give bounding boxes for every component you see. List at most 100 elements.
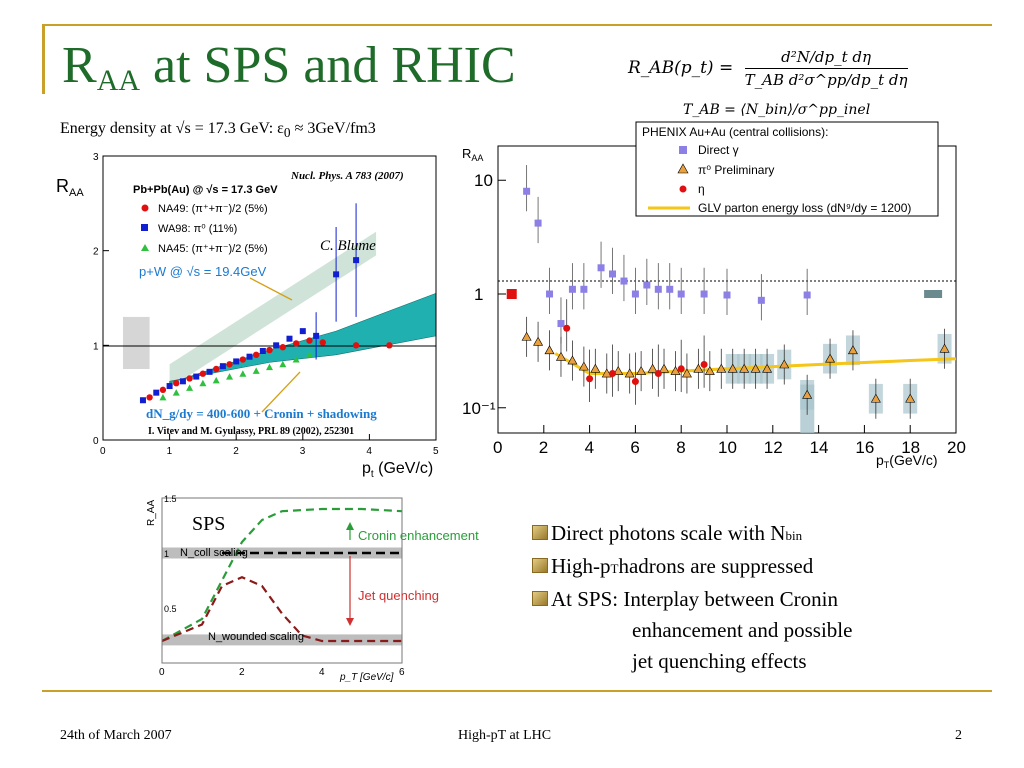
- na49-point: [386, 342, 393, 349]
- phenix-xlabel: pT(GeV/c): [876, 452, 938, 470]
- legend-label-eta: η: [698, 182, 705, 196]
- na49-point: [239, 356, 247, 363]
- footer-page-number: 2: [955, 728, 962, 743]
- footer-title: High-pT at LHC: [458, 728, 552, 743]
- sps-sketch-svg: R_AA SPS Cronin enhancement N_coll scali…: [146, 494, 479, 683]
- na49-point: [266, 346, 273, 354]
- wa98-point: [299, 328, 306, 335]
- phenix-xtick-label: 20: [947, 438, 966, 457]
- phenix-xtick-label: 14: [810, 438, 829, 457]
- sketch-xtick-label: 4: [319, 667, 325, 678]
- sketch-xtick-label: 0: [159, 667, 165, 678]
- na49-point: [146, 394, 153, 401]
- na49-point: [159, 386, 167, 394]
- sketch-label-jet: Jet quenching: [358, 588, 439, 603]
- eta-point: [609, 370, 616, 378]
- pi0-point: [624, 368, 635, 378]
- legend-label-na49: NA49: (π⁺+π⁻)/2 (5%): [158, 203, 268, 215]
- pi0-point: [870, 393, 881, 403]
- na45-point: [292, 356, 300, 363]
- direct-gamma-point: [723, 291, 731, 299]
- direct-gamma-point: [580, 285, 588, 293]
- bullet-continuation: enhancement and possible: [632, 618, 853, 642]
- direct-gamma-point: [523, 187, 531, 195]
- pi0-point: [601, 368, 612, 378]
- legend-marker-pi0: [677, 163, 689, 174]
- na49-point: [352, 342, 360, 349]
- pi0-point: [825, 353, 836, 363]
- pi0-point: [704, 365, 715, 375]
- na45-point: [305, 351, 313, 358]
- direct-gamma-point: [643, 281, 651, 289]
- sketch-ytick-label: 0.5: [164, 604, 177, 614]
- bullet-icon: [532, 591, 548, 606]
- phenix-xtick-label: 12: [764, 438, 783, 457]
- eta-point: [700, 361, 708, 369]
- sps-xtick-label: 4: [366, 446, 372, 457]
- sps-plot-frame: [102, 155, 437, 441]
- na45-point: [159, 393, 167, 401]
- sps-ytick-label: 1: [93, 341, 99, 352]
- bottom-accent-line: [42, 690, 992, 692]
- wa98-point: [139, 397, 146, 404]
- phenix-xtick-label: 0: [493, 438, 502, 457]
- eta-point: [631, 378, 639, 386]
- tab-formula: T_AB = ⟨N_bin⟩/σ^pp_inel: [683, 102, 871, 118]
- wa98-point: [219, 363, 226, 370]
- sps-ytick-label: 3: [93, 152, 99, 163]
- pi0-point: [762, 363, 773, 373]
- pi0-point: [636, 365, 647, 375]
- na45-point: [252, 367, 260, 374]
- left-accent-line: [42, 24, 45, 94]
- pi0-point: [727, 363, 738, 373]
- na49-point: [279, 344, 287, 351]
- raa-formula: R_AB(p_t) = d²N/dp_t dη T_AB d²σ^pp/dp_t …: [628, 48, 908, 89]
- normalization-box: [122, 316, 150, 369]
- legend-label-wa98: WA98: π⁰ (11%): [158, 223, 237, 235]
- phenix-ytick-label: 1: [474, 285, 483, 304]
- pi0-point: [659, 363, 670, 373]
- pi0-point: [647, 363, 658, 373]
- na49-point: [292, 340, 300, 347]
- phenix-ytick-label: 10: [474, 171, 493, 190]
- pi0-point: [847, 345, 858, 355]
- direct-gamma-point: [534, 219, 542, 227]
- sps-raa-plot: 0 1 2 3 4 5 0 1 2 3 RAA pt (GeV/c) Nucl. Phys. A …: [50, 150, 445, 485]
- phenix-legend-header: PHENIX Au+Au (central collisions):: [642, 125, 828, 139]
- footer-date: 24th of March 2007: [60, 728, 172, 743]
- wa98-point: [233, 358, 240, 365]
- wa98-point: [286, 335, 293, 342]
- sps-xtick-label: 5: [433, 446, 439, 457]
- na49-point: [173, 380, 180, 387]
- legend-label-na45: NA45: (π⁺+π⁻)/2 (5%): [158, 243, 268, 255]
- direct-gamma-point: [568, 285, 576, 293]
- bullet-icon: [532, 525, 548, 540]
- eta-point: [677, 365, 685, 373]
- direct-gamma-point: [609, 270, 616, 278]
- annot-pw: p+W @ √s = 19.4GeV: [139, 264, 267, 279]
- phenix-xtick-label: 6: [630, 438, 639, 457]
- phenix-ylabel: RAA: [462, 146, 483, 163]
- pi0-point: [555, 351, 566, 361]
- na45-point: [186, 384, 194, 391]
- sketch-ytick-label: 1.5: [164, 494, 177, 504]
- legend-marker-direct-gamma: [679, 146, 687, 154]
- phenix-xtick-label: 8: [676, 438, 685, 457]
- phenix-raa-svg: 0 2 4 6 8 10 12 14 16 18 20 10 1 10⁻¹ RAA pT(GeV/c) P…: [462, 121, 966, 470]
- pi0-point: [613, 365, 624, 375]
- wa98-point: [273, 342, 280, 349]
- direct-gamma-point: [557, 320, 565, 328]
- wa98-point: [206, 368, 213, 375]
- phenix-ytick-label: 10⁻¹: [462, 399, 496, 418]
- legend-marker-na49: [141, 204, 149, 212]
- wa98-point: [153, 389, 160, 396]
- sps-xtick-label: 2: [233, 446, 239, 457]
- wa98-point: [246, 353, 253, 360]
- direct-gamma-point: [620, 277, 628, 285]
- na49-point: [186, 375, 193, 382]
- eta-point: [563, 324, 571, 332]
- direct-gamma-point: [631, 290, 639, 298]
- direct-gamma-point: [757, 296, 765, 304]
- sps-xlabel: pt (GeV/c): [362, 460, 433, 480]
- legend-label-pi0: π⁰ Preliminary: [698, 163, 774, 177]
